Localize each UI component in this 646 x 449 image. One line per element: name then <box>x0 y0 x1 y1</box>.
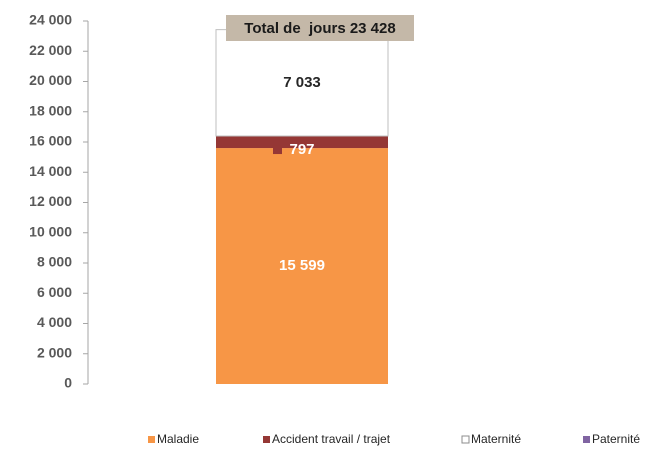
bar-segment <box>216 148 388 384</box>
y-tick-label: 22 000 <box>29 42 72 58</box>
legend-label: Accident travail / trajet <box>272 432 391 446</box>
legend-label: Maternité <box>471 432 521 446</box>
annotation-box <box>226 15 414 41</box>
y-tick-label: 16 000 <box>29 133 72 149</box>
y-tick-label: 10 000 <box>29 223 72 239</box>
legend-key <box>263 436 270 443</box>
y-tick-label: 8 000 <box>37 254 72 270</box>
label-key <box>273 145 282 155</box>
y-tick-label: 0 <box>64 375 72 391</box>
y-tick-label: 20 000 <box>29 72 72 88</box>
value-label: 15 599 <box>279 257 325 274</box>
bar-segment <box>215 29 389 137</box>
legend-key <box>148 436 155 443</box>
annotation: Total de jours 23 428 <box>244 20 395 37</box>
y-tick-label: 2 000 <box>37 344 72 360</box>
y-tick-label: 24 000 <box>29 12 72 28</box>
value-label: 7 033 <box>283 74 321 91</box>
bar-segment <box>216 136 388 149</box>
y-tick-label: 18 000 <box>29 102 72 118</box>
y-tick-label: 4 000 <box>37 314 72 330</box>
legend-key <box>461 435 470 444</box>
y-tick-label: 12 000 <box>29 193 72 209</box>
y-tick-label: 6 000 <box>37 284 72 300</box>
legend-key <box>583 436 590 443</box>
y-tick-label: 14 000 <box>29 163 72 179</box>
legend-label: Paternité <box>592 432 640 446</box>
value-label: 797 <box>289 141 314 158</box>
legend-label: Maladie <box>157 432 199 446</box>
